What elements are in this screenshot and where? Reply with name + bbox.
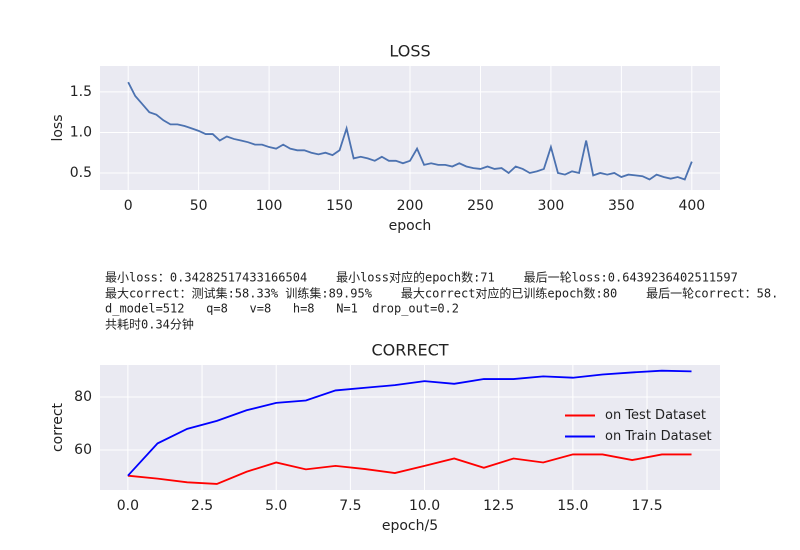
x-tick-label: 250 — [467, 198, 494, 214]
x-tick-label: 200 — [397, 198, 424, 214]
legend-label: on Train Dataset — [605, 429, 712, 444]
x-tick-label: 150 — [326, 198, 353, 214]
y-tick-label: 60 — [74, 442, 92, 458]
x-tick-label: 350 — [608, 198, 635, 214]
note: 最小loss：0.34282517433166504 最小loss对应的epoc… — [105, 270, 738, 285]
line-series — [127, 453, 692, 485]
x-axis-label: epoch — [389, 218, 432, 234]
note: d_model=512 q=8 v=8 h=8 N=1 drop_out=0.2 — [105, 302, 459, 316]
line-series — [127, 369, 692, 477]
x-tick-label: 5.0 — [265, 498, 287, 514]
x-tick-label: 7.5 — [339, 498, 361, 514]
x-tick-label: 400 — [678, 198, 705, 214]
y-axis-label: correct — [50, 402, 66, 452]
x-tick-label: 0 — [124, 198, 133, 214]
x-tick-label: 2.5 — [191, 498, 213, 514]
x-tick-label: 12.5 — [483, 498, 514, 514]
y-tick-label: 0.5 — [70, 165, 92, 181]
x-tick-label: 10.0 — [409, 498, 440, 514]
chart-title: CORRECT — [371, 341, 448, 360]
note: 共耗时0.34分钟 — [105, 317, 194, 332]
x-tick-label: 100 — [256, 198, 283, 214]
y-tick-label: 1.0 — [70, 124, 92, 140]
note: 最大correct：测试集:58.33% 训练集:89.95% 最大correc… — [105, 286, 778, 301]
x-tick-label: 15.0 — [557, 498, 588, 514]
x-tick-label: 50 — [190, 198, 208, 214]
y-tick-label: 1.5 — [70, 84, 92, 100]
x-tick-label: 0.0 — [117, 498, 139, 514]
x-tick-label: 300 — [538, 198, 565, 214]
legend-label: on Test Dataset — [605, 408, 706, 423]
x-axis-label: epoch/5 — [382, 518, 438, 534]
chart-title: LOSS — [389, 42, 430, 61]
line-series — [127, 81, 693, 181]
x-tick-label: 17.5 — [631, 498, 662, 514]
y-axis-label: loss — [50, 114, 66, 141]
y-tick-label: 80 — [74, 389, 92, 405]
